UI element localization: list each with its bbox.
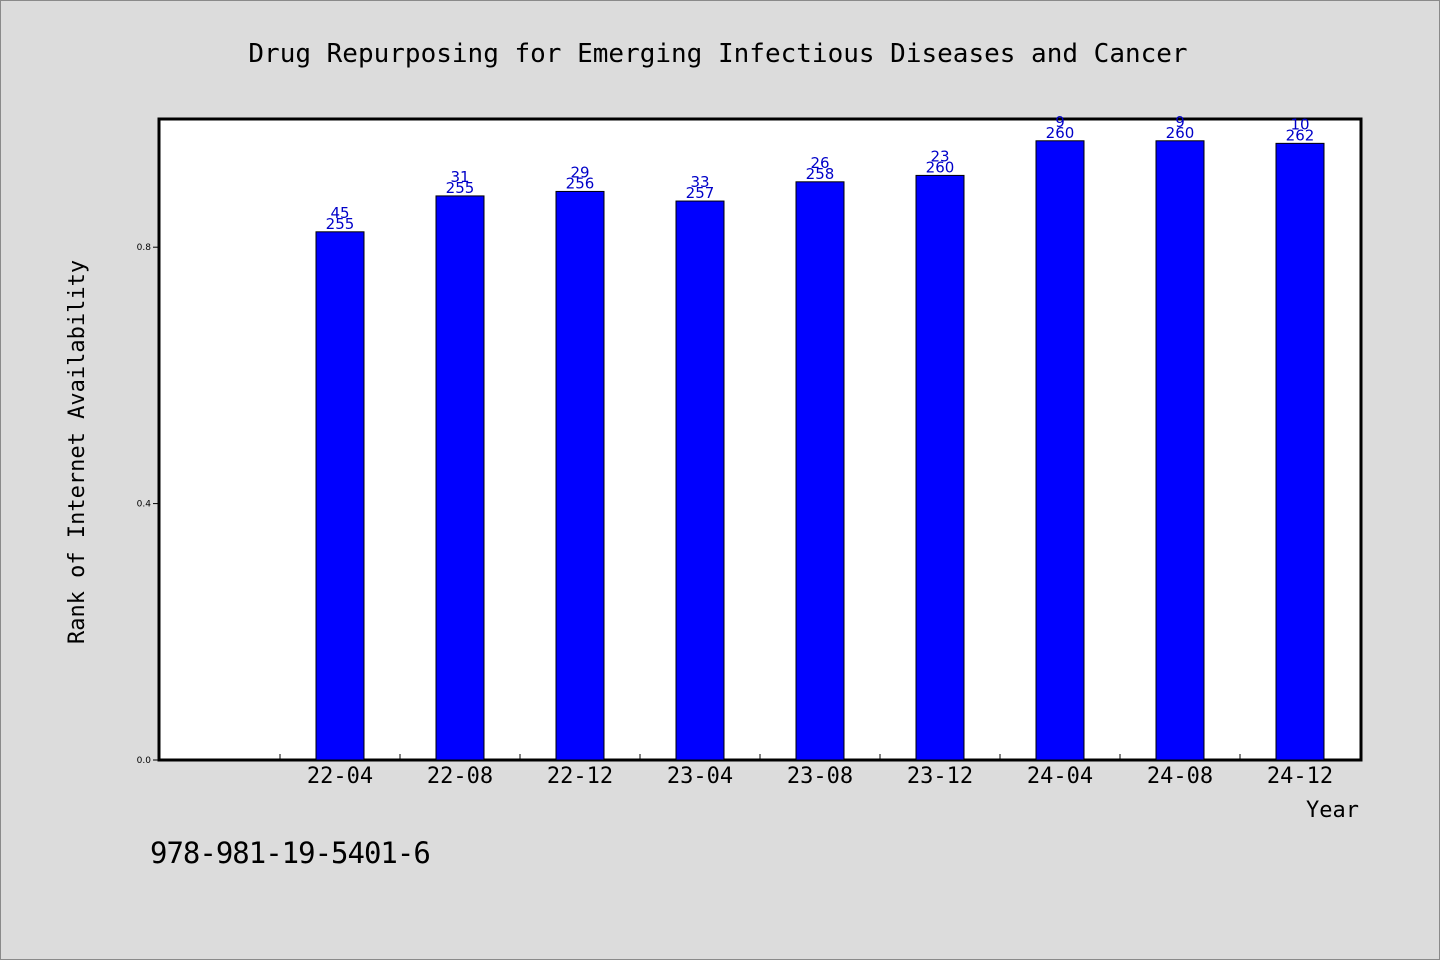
x-tick-label: 23-04 xyxy=(667,764,733,789)
bar-rank-label: 31 xyxy=(450,168,469,186)
x-tick-label: 22-08 xyxy=(427,764,493,789)
bar-rank-label: 23 xyxy=(930,147,949,165)
bar-23-08 xyxy=(795,181,845,761)
bar-total-label: 255 xyxy=(446,179,475,197)
bar-series xyxy=(315,140,1325,761)
x-tick-label: 22-04 xyxy=(307,764,373,789)
bar-total-label: 262 xyxy=(1286,126,1315,144)
bar-rank-label: 10 xyxy=(1290,115,1309,133)
x-tick-label: 24-04 xyxy=(1027,764,1093,789)
bar-rank-label: 26 xyxy=(810,154,829,172)
x-tick-label: 22-12 xyxy=(547,764,613,789)
x-tick-label: 23-12 xyxy=(907,764,973,789)
isbn-label: 978-981-19-5401-6 xyxy=(150,836,431,870)
bar-22-08 xyxy=(435,195,485,761)
bar-total-label: 256 xyxy=(566,174,595,192)
y-tick-label: 0.4 xyxy=(137,500,152,510)
bar-24-08 xyxy=(1155,140,1205,761)
x-axis: 22-04 22-08 22-12 23-04 23-08 23-12 24-04 24-08… xyxy=(279,754,1361,789)
bar-total-label: 257 xyxy=(686,184,715,202)
bar-total-label: 258 xyxy=(806,165,835,183)
bar-total-label: 260 xyxy=(1046,124,1075,142)
chart-title: Drug Repurposing for Emerging Infectious… xyxy=(248,39,1187,69)
bar-total-label: 260 xyxy=(926,158,955,176)
x-tick-label: 23-08 xyxy=(787,764,853,789)
bar-22-12 xyxy=(555,190,605,761)
y-tick-label: 0.0 xyxy=(137,756,152,766)
bar-rank-label: 33 xyxy=(690,173,709,191)
bar-rank-label: 9 xyxy=(1175,113,1185,131)
bar-23-12 xyxy=(915,174,965,761)
y-axis: 0.0 0.4 0.8 xyxy=(137,243,159,766)
bar-total-label: 255 xyxy=(326,215,355,233)
x-axis-title: Year xyxy=(1306,798,1359,823)
bar-total-label: 260 xyxy=(1166,124,1195,142)
y-tick-label: 0.8 xyxy=(137,243,152,253)
x-tick-label: 24-08 xyxy=(1147,764,1213,789)
bar-rank-label: 9 xyxy=(1055,113,1065,131)
y-axis-title: Rank of Internet Availability xyxy=(65,260,90,644)
x-tick-label: 24-12 xyxy=(1267,764,1333,789)
bar-rank-label: 29 xyxy=(570,163,589,181)
bar-22-04 xyxy=(315,231,365,761)
bar-24-04 xyxy=(1035,140,1085,761)
bar-24-12 xyxy=(1275,142,1325,761)
bar-23-04 xyxy=(675,200,725,761)
bar-rank-label: 45 xyxy=(330,204,349,222)
